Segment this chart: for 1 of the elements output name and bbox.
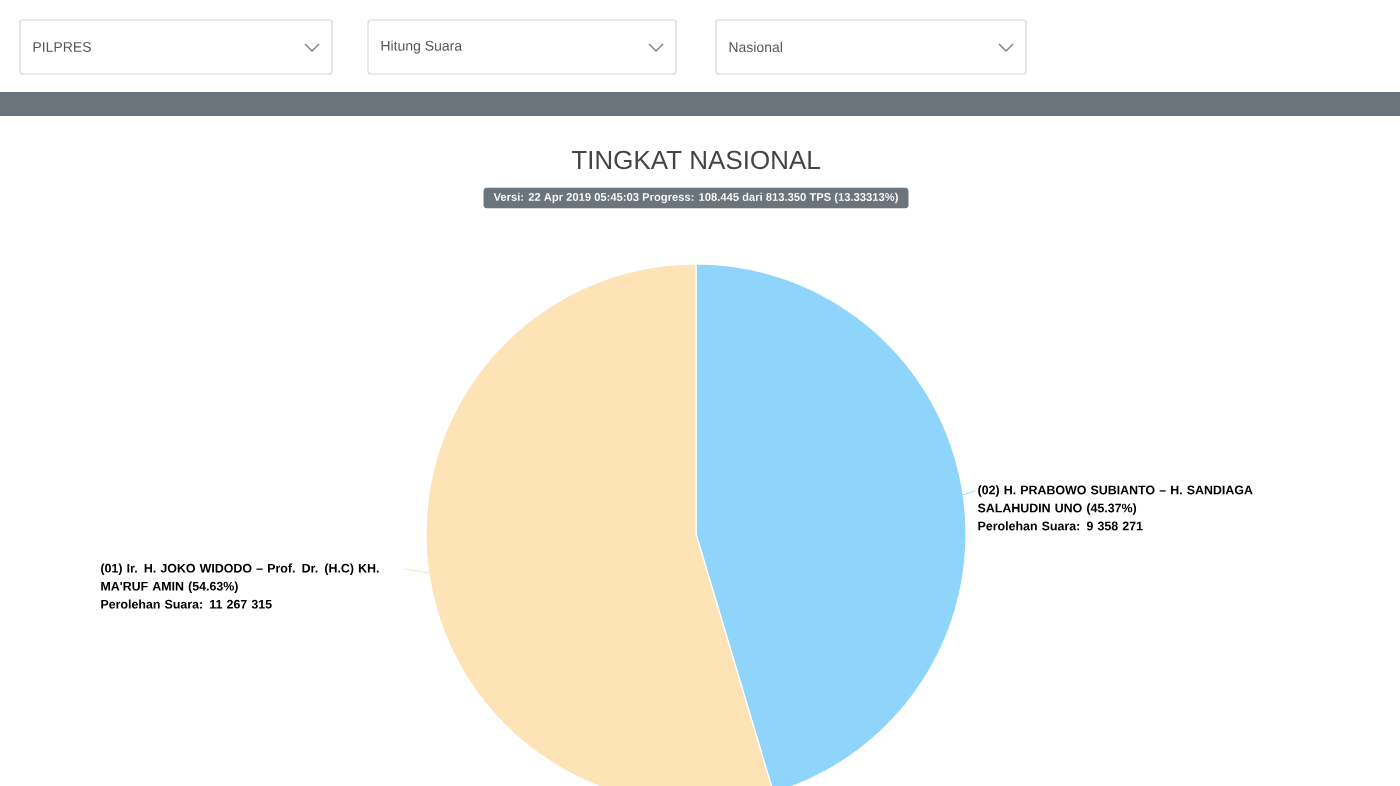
chart-title: TINGKAT NASIONAL bbox=[571, 150, 820, 170]
